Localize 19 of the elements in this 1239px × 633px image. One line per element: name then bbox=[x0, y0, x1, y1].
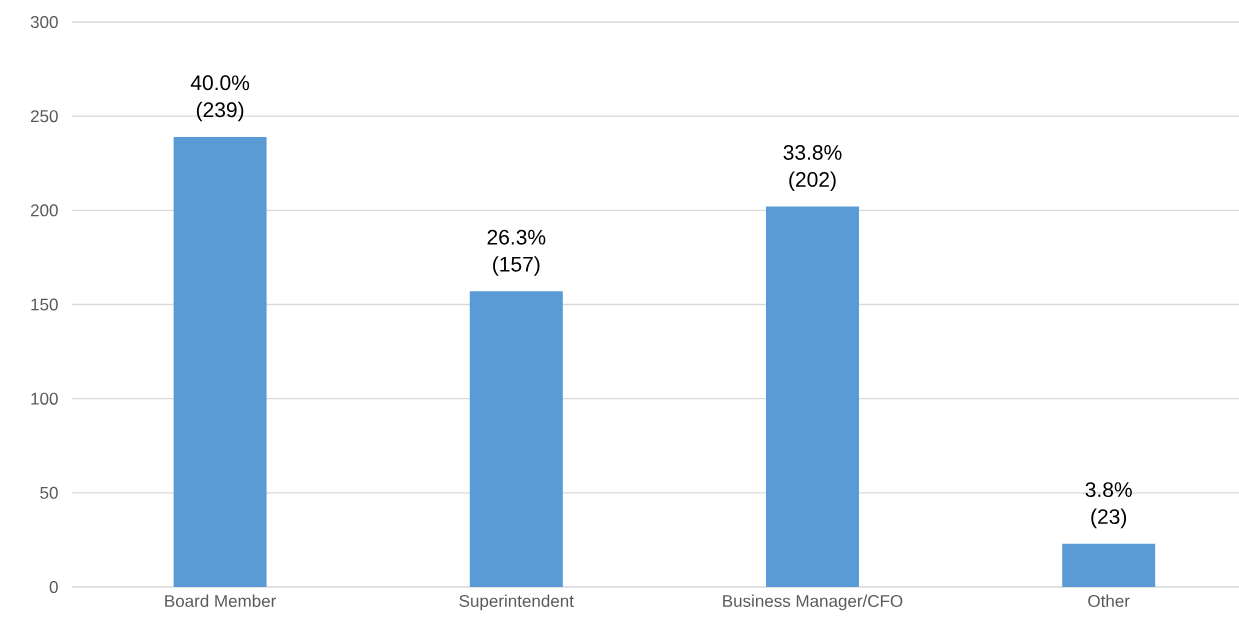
data-label: 33.8% (202) bbox=[783, 145, 842, 192]
y-tick-label: 100 bbox=[31, 392, 58, 405]
data-label: 3.8% (23) bbox=[1085, 482, 1132, 529]
bar bbox=[173, 136, 267, 587]
x-tick-label: Superintendent bbox=[459, 594, 574, 611]
y-tick-label: 200 bbox=[30, 204, 58, 217]
y-tick-label: 0 bbox=[49, 580, 58, 594]
y-tick-label: 250 bbox=[30, 110, 58, 123]
y-tick-label: 150 bbox=[31, 298, 58, 311]
x-tick-label: Board Member bbox=[165, 594, 276, 608]
x-tick-label: Business Manager/CFO bbox=[723, 594, 903, 611]
data-label: 26.3% (157) bbox=[487, 229, 546, 276]
bar bbox=[1062, 543, 1156, 587]
y-tick-label: 50 bbox=[40, 486, 58, 499]
data-label: 40.0% (239) bbox=[190, 75, 250, 122]
x-tick-label: Other bbox=[1088, 594, 1130, 608]
bar bbox=[765, 206, 859, 587]
y-tick-label: 300 bbox=[30, 15, 58, 29]
bar bbox=[469, 291, 563, 587]
